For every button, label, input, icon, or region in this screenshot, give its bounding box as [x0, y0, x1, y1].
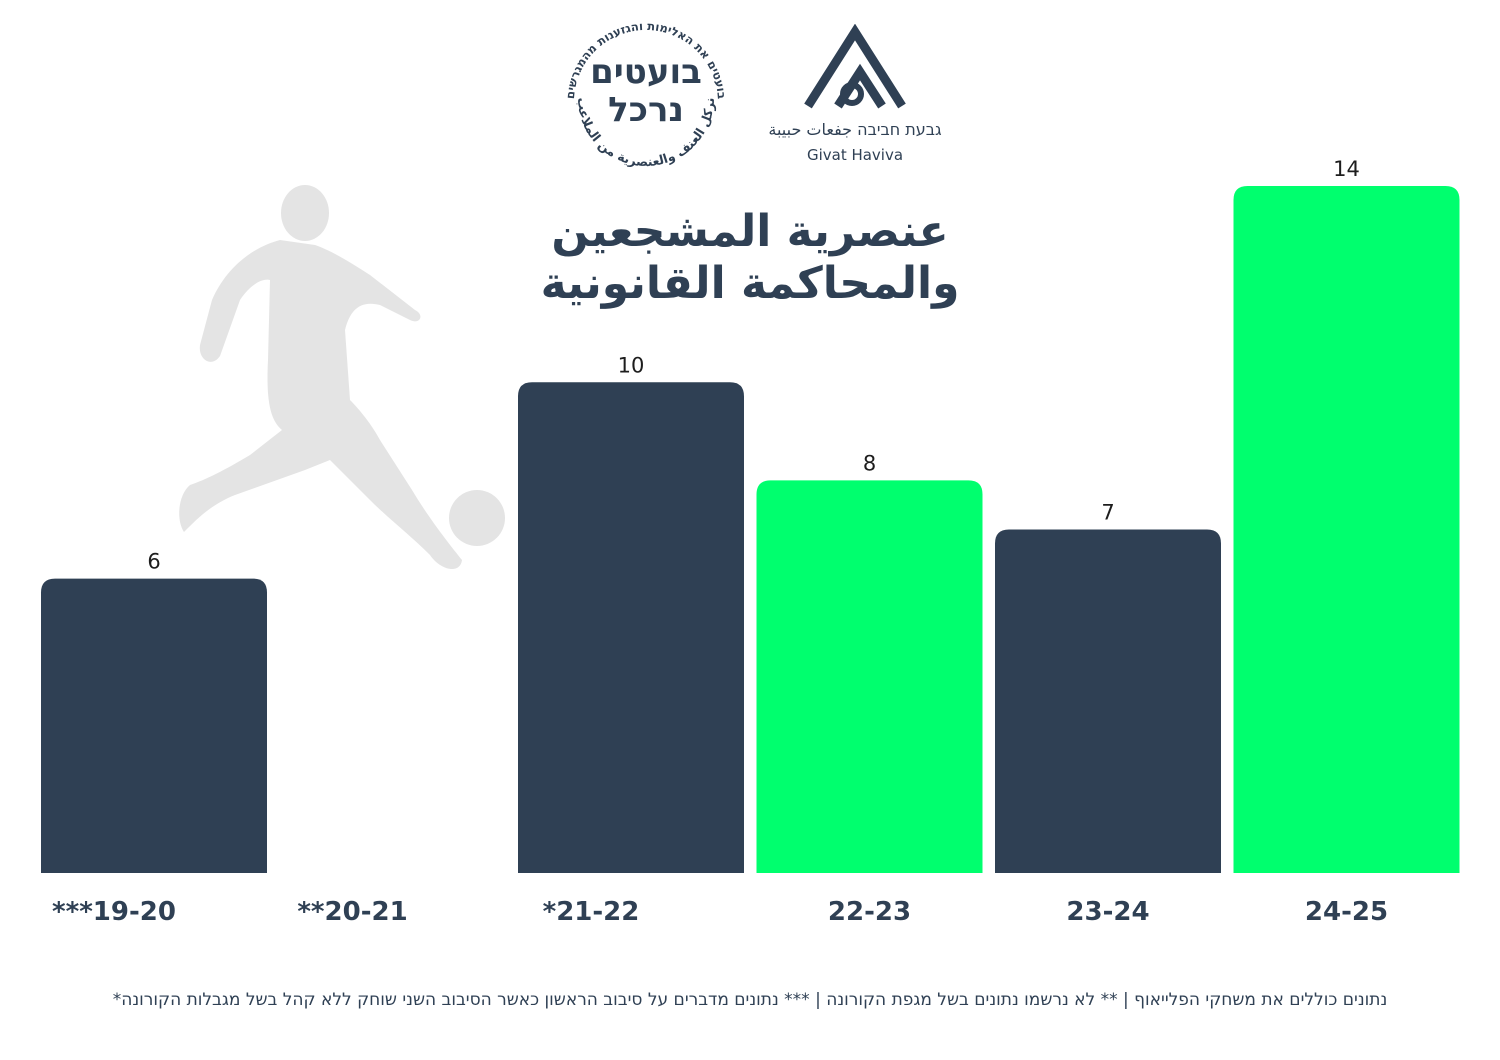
value-label: 8	[863, 451, 876, 475]
player-silhouette-icon	[179, 185, 505, 570]
bar-23-24	[995, 529, 1221, 873]
bar-24-25	[1233, 186, 1460, 873]
stamp-main-line1: בועטים	[590, 52, 702, 92]
bouatim-stamp-logo: בועטים את האלימות והגזענות מהמגרשים نركل…	[556, 2, 736, 180]
x-tick-label: 23-24	[1066, 897, 1149, 927]
bar-19-20	[41, 578, 267, 873]
givat-haviva-name-en: Givat Haviva	[806, 146, 904, 164]
footnote: *נתונים כוללים את משחקי הפלייאוף | ** לא…	[112, 990, 1388, 1010]
chart-title-line2: والمحاكمة القانونية	[540, 258, 960, 309]
x-tick-label: 24-25	[1305, 897, 1388, 927]
x-tick-label: **20-21	[297, 897, 407, 927]
givat-haviva-name-he-ar: גבעת חביבה جفعات حبيبة	[768, 120, 942, 139]
chart-title: عنصرية المشجعين والمحاكمة القانونية	[530, 206, 970, 310]
x-tick-label: ***19-20	[52, 897, 176, 927]
x-tick-label: 22-23	[828, 897, 911, 927]
stamp-main-line2: נרכל	[608, 90, 684, 130]
stamp-ring-icon: בועטים את האלימות והגזענות מהמגרשים نركل…	[563, 19, 729, 169]
givat-haviva-logo: גבעת חביבה جفعات حبيبة Givat Haviva	[760, 23, 950, 170]
bar-21-22	[518, 382, 744, 873]
chart-title-line1: عنصرية المشجعين	[551, 206, 949, 257]
value-label: 7	[1101, 501, 1114, 525]
x-tick-label: *21-22	[543, 897, 640, 927]
givat-haviva-mark-icon	[804, 23, 906, 109]
value-label: 14	[1333, 157, 1360, 181]
value-label: 6	[147, 550, 160, 574]
bar-22-23	[756, 480, 983, 873]
value-label: 10	[618, 353, 645, 377]
